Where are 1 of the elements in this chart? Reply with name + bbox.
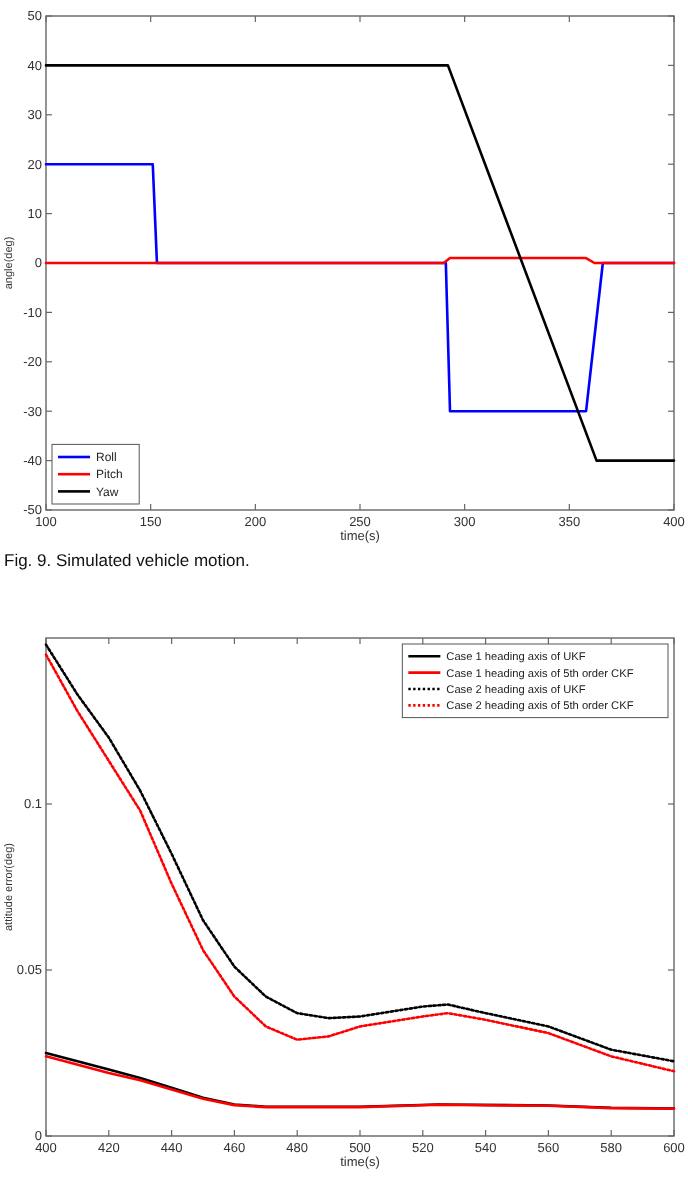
caption: Fig. 9. Simulated vehicle motion. <box>4 550 250 570</box>
